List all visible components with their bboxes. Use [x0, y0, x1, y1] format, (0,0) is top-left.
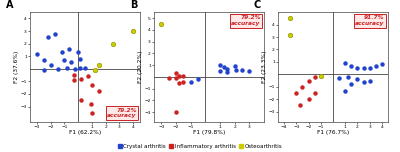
Text: A: A — [6, 0, 13, 10]
X-axis label: F1 (76.7%): F1 (76.7%) — [317, 130, 349, 135]
Text: 79.2%
accuracy: 79.2% accuracy — [231, 16, 261, 26]
Y-axis label: F2 (20.2%): F2 (20.2%) — [138, 51, 143, 83]
Text: B: B — [130, 0, 137, 10]
Legend: Crystal arthritis, Inflammatory arthritis, Osteoarthritis: Crystal arthritis, Inflammatory arthriti… — [116, 141, 284, 151]
Text: 79.2%
accuracy: 79.2% accuracy — [107, 107, 137, 118]
X-axis label: F1 (62.2%): F1 (62.2%) — [69, 130, 101, 135]
Text: C: C — [254, 0, 261, 10]
Y-axis label: F2 (23.3%): F2 (23.3%) — [262, 51, 267, 83]
Text: 91.7%
accuracy: 91.7% accuracy — [355, 16, 385, 26]
X-axis label: F1 (79.8%): F1 (79.8%) — [193, 130, 225, 135]
Y-axis label: F2 (37.6%): F2 (37.6%) — [14, 51, 19, 83]
